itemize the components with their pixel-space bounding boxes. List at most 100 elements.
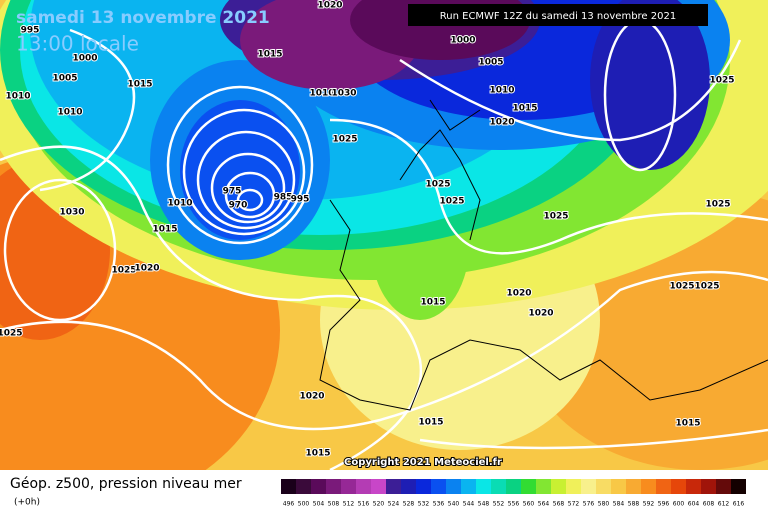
isobar-label: 995 <box>21 26 40 36</box>
colorbar-swatch <box>341 479 356 494</box>
isobar-label: 970 <box>229 201 248 211</box>
colorbar-label: 584 <box>613 501 625 508</box>
isobar-label: 1030 <box>59 208 84 218</box>
isobar-label: 1020 <box>317 1 342 11</box>
colorbar-label: 500 <box>298 501 310 508</box>
colorbar-swatch <box>446 479 461 494</box>
colorbar-label: 512 <box>343 501 355 508</box>
isobar-label: 1015 <box>675 419 700 429</box>
isobar-label: 1000 <box>72 54 97 64</box>
isobar-label: 1010 <box>167 199 192 209</box>
colorbar-swatch <box>356 479 371 494</box>
isobar-label: 1010 <box>309 89 334 99</box>
isobar-label: 1010 <box>489 86 514 96</box>
isobar-label: 1015 <box>420 298 445 308</box>
colorbar-swatch <box>401 479 416 494</box>
isobar-label: 1015 <box>257 50 282 60</box>
colorbar-label: 580 <box>598 501 610 508</box>
isobar-label: 1000 <box>450 36 475 46</box>
colorbar-swatch <box>311 479 326 494</box>
isobar-label: 1020 <box>528 309 553 319</box>
colorbar-swatch <box>566 479 581 494</box>
colorbar-label: 544 <box>463 501 475 508</box>
colorbar-label: 572 <box>568 501 580 508</box>
colorbar-label: 600 <box>673 501 685 508</box>
colorbar-swatch <box>701 479 716 494</box>
colorbar-label: 556 <box>508 501 520 508</box>
colorbar-label: 520 <box>373 501 385 508</box>
footer-lead: (+0h) <box>14 498 40 508</box>
run-info: Run ECMWF 12Z du samedi 13 novembre 2021 <box>440 11 676 22</box>
colorbar-swatch <box>551 479 566 494</box>
colorbar-swatch <box>461 479 476 494</box>
colorbar-swatch <box>431 479 446 494</box>
isobar-label: 1025 <box>111 266 136 276</box>
colorbar-label: 560 <box>523 501 535 508</box>
colorbar-label: 504 <box>313 501 325 508</box>
isobar-label: 1015 <box>512 104 537 114</box>
time-title: 13:00 locale <box>16 32 139 56</box>
isobar-label: 1020 <box>489 118 514 128</box>
colorbar-swatch <box>386 479 401 494</box>
colorbar-label: 588 <box>628 501 640 508</box>
isobar-label: 1025 <box>669 282 694 292</box>
isobar-label: 1015 <box>152 225 177 235</box>
colorbar-label: 612 <box>718 501 730 508</box>
isobar-label: 1010 <box>57 108 82 118</box>
colorbar-label: 576 <box>583 501 595 508</box>
colorbar-label: 604 <box>688 501 700 508</box>
isobar-label: 1025 <box>332 135 357 145</box>
colorbar-label: 536 <box>433 501 445 508</box>
isobar-label: 975 <box>223 187 242 197</box>
isobar-label: 1025 <box>439 197 464 207</box>
colorbar-swatch <box>506 479 521 494</box>
colorbar-swatch <box>491 479 506 494</box>
isobar-label: 1020 <box>134 264 159 274</box>
colorbar-label: 564 <box>538 501 550 508</box>
colorbar-swatch <box>731 479 746 494</box>
colorbar-swatch <box>656 479 671 494</box>
colorbar-label: 616 <box>733 501 745 508</box>
colorbar-label: 596 <box>658 501 670 508</box>
isobar-label: 1005 <box>478 58 503 68</box>
colorbar-swatch <box>416 479 431 494</box>
isobar-label: 1015 <box>127 80 152 90</box>
colorbar-label: 552 <box>493 501 505 508</box>
isobar-label: 995 <box>291 195 310 205</box>
colorbar-swatch <box>596 479 611 494</box>
colorbar-swatch <box>326 479 341 494</box>
isobar-label: 1025 <box>0 329 23 339</box>
isobar-label: 1005 <box>52 74 77 84</box>
colorbar-swatch <box>581 479 596 494</box>
colorbar-label: 548 <box>478 501 490 508</box>
colorbar-label: 532 <box>418 501 430 508</box>
colorbar-label: 608 <box>703 501 715 508</box>
isobar-label: 1025 <box>705 200 730 210</box>
isobar-label: 1025 <box>694 282 719 292</box>
isobar-label: 1030 <box>331 89 356 99</box>
copyright: Copyright 2021 Meteociel.fr <box>344 457 502 468</box>
colorbar-swatch <box>641 479 656 494</box>
colorbar-label: 540 <box>448 501 460 508</box>
colorbar-label: 516 <box>358 501 370 508</box>
isobar-label: 1015 <box>305 449 330 459</box>
colorbar-swatch <box>281 479 296 494</box>
isobar-label: 1025 <box>425 180 450 190</box>
colorbar-swatch <box>626 479 641 494</box>
isobar-label: 1025 <box>543 212 568 222</box>
isobar-label: 1020 <box>506 289 531 299</box>
colorbar-swatch <box>296 479 311 494</box>
colorbar-swatch <box>476 479 491 494</box>
colorbar-label: 592 <box>643 501 655 508</box>
isobar-label: 1020 <box>299 392 324 402</box>
colorbar-swatch <box>716 479 731 494</box>
colorbar-label: 524 <box>388 501 400 508</box>
isobar-label: 985 <box>274 193 293 203</box>
colorbar-label: 496 <box>283 501 295 508</box>
colorbar-label: 508 <box>328 501 340 508</box>
colorbar-swatch <box>371 479 386 494</box>
colorbar-swatch <box>611 479 626 494</box>
date-title: samedi 13 novembre 2021 <box>16 8 270 28</box>
